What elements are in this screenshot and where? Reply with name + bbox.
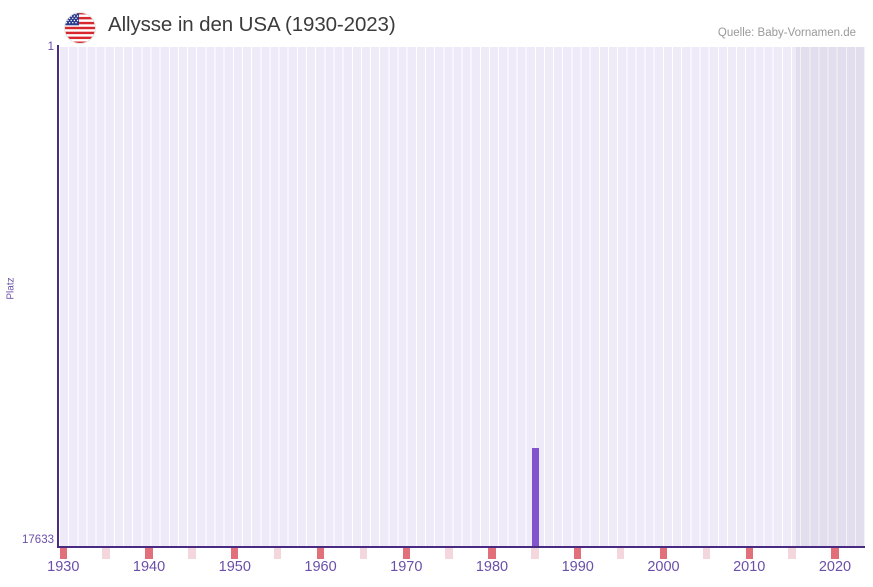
x-axis-tick-minor: [788, 548, 796, 559]
x-axis-tick-minor: [359, 548, 368, 559]
x-axis-tick-label: 1950: [218, 559, 251, 575]
x-axis-tick-major: [145, 548, 153, 559]
x-axis-line: [57, 546, 865, 548]
x-axis-tick-major: [488, 548, 496, 559]
x-axis-tick-label: 2010: [733, 559, 766, 575]
chart-header: Allysse in den USA (1930-2023) Quelle: B…: [0, 0, 873, 45]
x-axis-tick-label: 2020: [818, 559, 852, 575]
plot-area: [59, 47, 865, 546]
y-axis-title: Platz: [5, 277, 17, 300]
bars-layer: [59, 47, 865, 546]
x-axis-tick-label: 1940: [132, 559, 166, 575]
x-axis-tick-label: 2000: [647, 559, 680, 575]
x-axis-tick-label: 1930: [47, 559, 80, 575]
x-axis-tick-major: [231, 548, 239, 559]
y-axis-tick-label-bottom: 17633: [22, 534, 54, 546]
x-axis-tick-label: 1970: [390, 559, 423, 575]
y-axis-line: [57, 45, 59, 548]
y-axis-tick-label-top: 1: [47, 41, 54, 53]
x-axis-tick-major: [574, 548, 582, 559]
x-axis-tick-major: [59, 548, 67, 559]
x-axis-tick-labels: 1930 1940 1950 1960 1970 1980 1990 2000 2010 2020: [47, 559, 865, 585]
source-attribution: Quelle: Baby-Vornamen.de: [717, 27, 856, 39]
x-axis-tick-major: [659, 548, 668, 559]
x-axis-tick-label: 1990: [561, 559, 594, 575]
x-axis-tick-label: 1980: [475, 559, 509, 575]
bar[interactable]: [531, 448, 539, 546]
x-axis-tick-minor: [531, 548, 539, 559]
x-axis-tick-minor: [188, 548, 196, 559]
x-axis-tick-major: [745, 548, 753, 559]
x-axis-tick-major: [831, 548, 839, 559]
x-axis-tick-minor: [102, 548, 110, 559]
x-axis-tick-label: 1960: [304, 559, 337, 575]
us-flag-icon: [63, 11, 97, 45]
x-axis-tick-major: [316, 548, 325, 559]
x-axis-tick-minor: [273, 548, 282, 559]
x-axis-tick-major: [402, 548, 410, 559]
x-axis-tick-minor: [702, 548, 711, 559]
x-axis-tick-minor: [616, 548, 625, 559]
x-axis-tick-marks: [59, 548, 865, 559]
page-title: Allysse in den USA (1930-2023): [108, 13, 396, 36]
x-axis-tick-minor: [445, 548, 453, 559]
